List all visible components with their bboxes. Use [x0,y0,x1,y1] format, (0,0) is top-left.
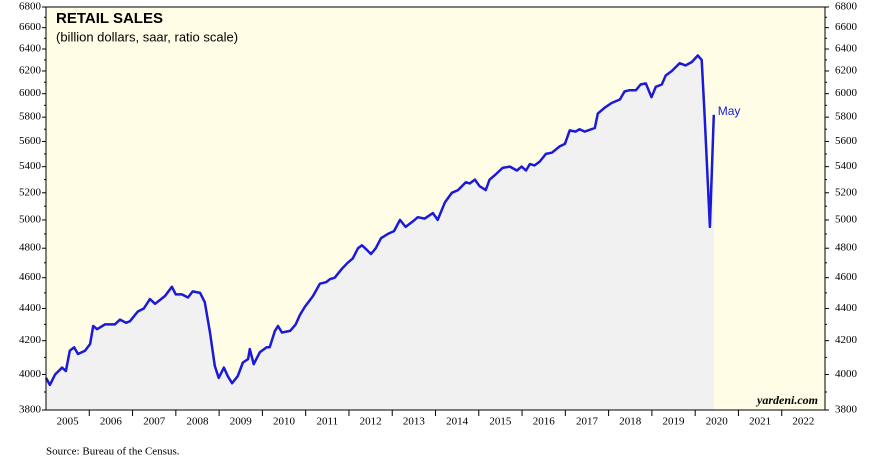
y2-tick-label: 4600 [835,271,858,283]
y-tick-label: 4600 [19,271,42,283]
x-tick-label: 2016 [533,416,556,428]
x-tick-label: 2018 [619,416,642,428]
y-tick-label: 6400 [19,43,42,55]
y2-tick-label: 6400 [835,43,858,55]
x-tick-label: 2012 [360,416,382,428]
series-line [44,54,716,387]
y-tick-label: 6000 [19,87,42,99]
y-tick-label: 5200 [19,186,42,198]
y-tick-label: 4200 [19,334,42,346]
x-tick-label: 2005 [57,416,80,428]
y2-tick-label: 4200 [835,334,858,346]
y-tick-label: 3800 [19,404,42,416]
y2-tick-label: 6600 [835,21,858,33]
y-tick-label: 4000 [19,368,42,380]
x-tick-label: 2014 [446,416,469,428]
area-fill [46,55,714,410]
y2-tick-label: 4400 [835,302,858,314]
x-tick-label: 2020 [706,416,729,428]
x-tick-label: 2006 [100,416,123,428]
y-tick-label: 5400 [19,160,42,172]
chart-subtitle: (billion dollars, saar, ratio scale) [56,29,238,44]
source-note: Source: Bureau of the Census. [46,446,180,458]
y2-tick-label: 6800 [835,1,858,13]
y-tick-label: 5800 [19,111,42,123]
y2-tick-label: 4000 [835,368,858,380]
y2-tick-label: 5800 [835,111,858,123]
y-tick-label: 4400 [19,302,42,314]
y-tick-label: 6800 [19,1,42,13]
y-tick-label: 5000 [19,213,42,225]
y2-tick-label: 6200 [835,65,858,77]
x-tick-label: 2007 [143,416,166,428]
y-tick-label: 6200 [19,65,42,77]
y2-tick-label: 3800 [835,404,858,416]
y2-tick-label: 4800 [835,242,858,254]
x-tick-label: 2013 [403,416,426,428]
x-tick-label: 2009 [230,416,253,428]
y2-tick-label: 5000 [835,213,858,225]
chart-title: RETAIL SALES [56,10,163,27]
y2-tick-label: 5200 [835,186,858,198]
x-tick-label: 2011 [317,416,339,428]
x-tick-label: 2017 [576,416,599,428]
x-tick-label: 2019 [663,416,686,428]
x-tick-label: 2022 [792,416,814,428]
y-tick-label: 6600 [19,21,42,33]
x-tick-label: 2015 [489,416,512,428]
x-tick-label: 2021 [749,416,771,428]
x-tick-label: 2010 [273,416,296,428]
watermark: yardeni.com [755,393,818,407]
y2-tick-label: 6000 [835,87,858,99]
x-tick-label: 2008 [186,416,209,428]
y2-tick-label: 5600 [835,135,858,147]
y2-tick-label: 5400 [835,160,858,172]
end-annotation: May [718,104,741,118]
y-tick-label: 4800 [19,242,42,254]
y-tick-label: 5600 [19,135,42,147]
